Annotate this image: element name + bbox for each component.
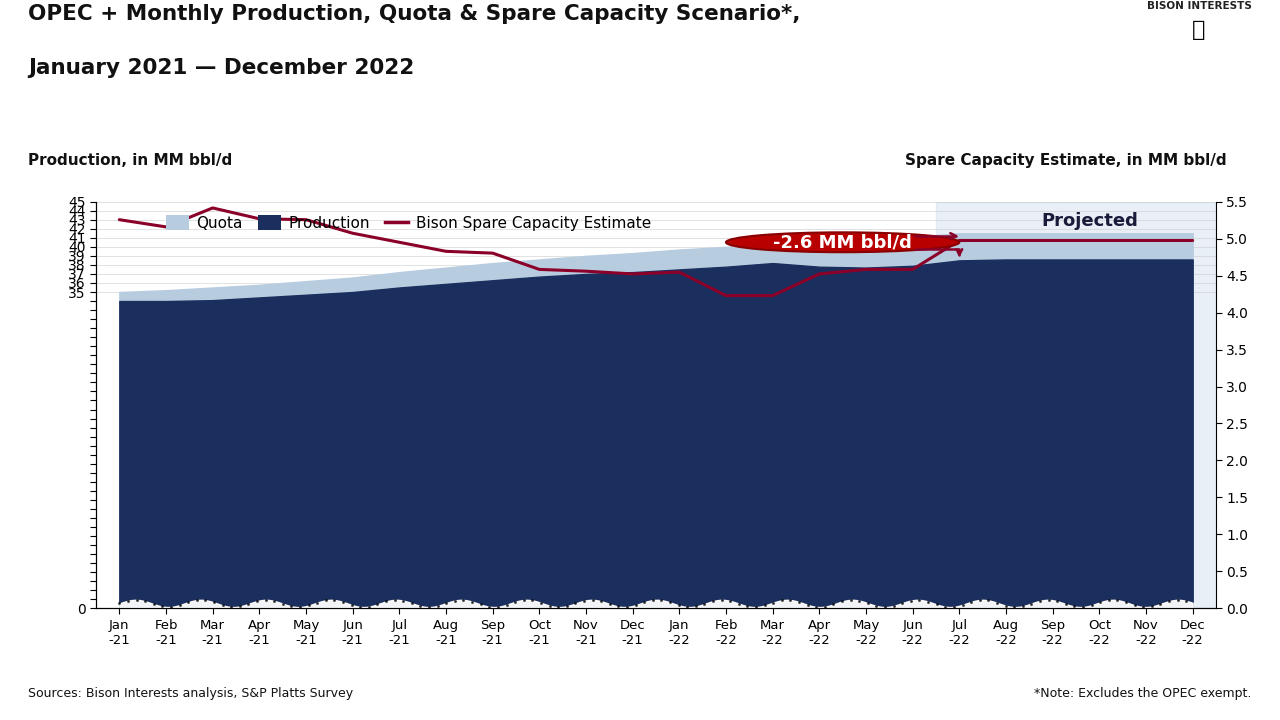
Text: 🦬: 🦬: [1192, 19, 1204, 40]
Text: *Note: Excludes the OPEC exempt.: *Note: Excludes the OPEC exempt.: [1034, 687, 1252, 700]
Text: Spare Capacity Estimate, in MM bbl/d: Spare Capacity Estimate, in MM bbl/d: [905, 153, 1226, 168]
Text: Projected: Projected: [1042, 212, 1138, 230]
Bar: [936, 202, 1216, 608]
Ellipse shape: [726, 233, 959, 252]
Text: Sources: Bison Interests analysis, S&P Platts Survey: Sources: Bison Interests analysis, S&P P…: [28, 687, 353, 700]
Legend: Quota, Production, Bison Spare Capacity Estimate: Quota, Production, Bison Spare Capacity …: [160, 210, 657, 237]
Text: January 2021 — December 2022: January 2021 — December 2022: [28, 58, 415, 78]
Text: -2.6 MM bbl/d: -2.6 MM bbl/d: [773, 233, 913, 251]
Text: BISON INTERESTS: BISON INTERESTS: [1147, 1, 1252, 12]
Text: Production, in MM bbl/d: Production, in MM bbl/d: [28, 153, 233, 168]
Text: OPEC + Monthly Production, Quota & Spare Capacity Scenario*,: OPEC + Monthly Production, Quota & Spare…: [28, 4, 801, 24]
